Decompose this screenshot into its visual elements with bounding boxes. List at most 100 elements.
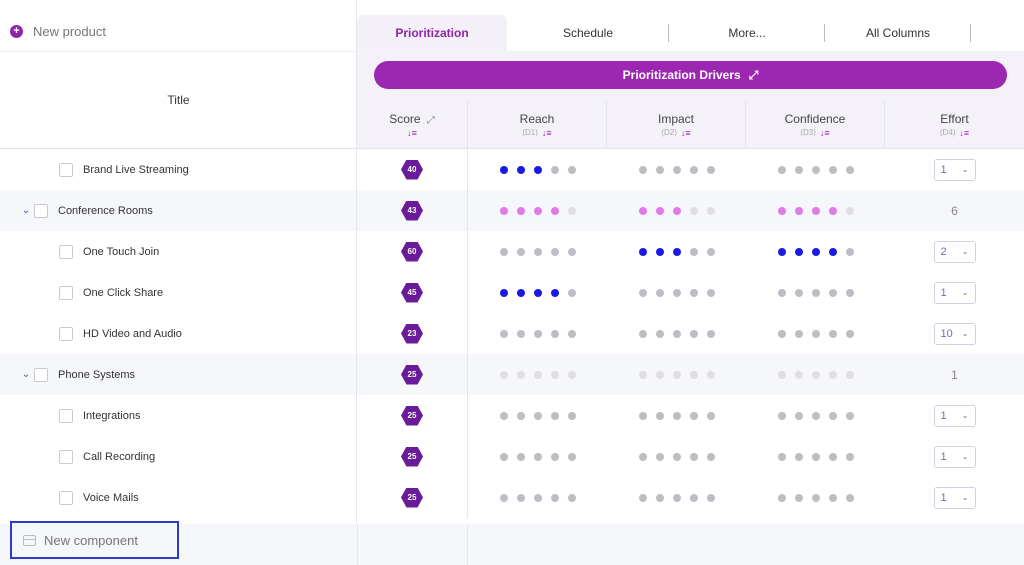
reach-rating[interactable] bbox=[468, 231, 607, 272]
row-checkbox[interactable] bbox=[59, 244, 73, 259]
rating-dot[interactable] bbox=[777, 370, 786, 379]
rating-dot[interactable] bbox=[567, 493, 576, 502]
rating-dot[interactable] bbox=[499, 370, 508, 379]
rating-dot[interactable] bbox=[811, 411, 820, 420]
impact-rating[interactable] bbox=[607, 313, 746, 354]
rating-dot[interactable] bbox=[828, 411, 837, 420]
rating-dot[interactable] bbox=[655, 165, 664, 174]
rating-dot[interactable] bbox=[655, 452, 664, 461]
rating-dot[interactable] bbox=[794, 411, 803, 420]
impact-rating[interactable] bbox=[607, 272, 746, 313]
impact-rating[interactable] bbox=[607, 190, 746, 231]
column-header-reach[interactable]: Reach (D1) ↓≡ bbox=[468, 100, 607, 149]
rating-dot[interactable] bbox=[550, 247, 559, 256]
rating-dot[interactable] bbox=[638, 165, 647, 174]
rating-dot[interactable] bbox=[689, 288, 698, 297]
table-row[interactable]: HD Video and Audio 23 10 ⌄ bbox=[0, 313, 1024, 354]
rating-dot[interactable] bbox=[777, 411, 786, 420]
rating-dot[interactable] bbox=[550, 329, 559, 338]
effort-select[interactable]: 1 ⌄ bbox=[933, 486, 976, 509]
rating-dot[interactable] bbox=[706, 206, 715, 215]
rating-dot[interactable] bbox=[655, 493, 664, 502]
row-title[interactable]: Conference Rooms bbox=[58, 204, 153, 217]
reach-rating[interactable] bbox=[468, 354, 607, 395]
effort-select[interactable]: 1 ⌄ bbox=[933, 158, 976, 181]
rating-dot[interactable] bbox=[567, 165, 576, 174]
impact-rating[interactable] bbox=[607, 231, 746, 272]
rating-dot[interactable] bbox=[516, 206, 525, 215]
column-header-score[interactable]: Score ⤢ ↓≡ bbox=[357, 100, 468, 149]
sort-icon[interactable]: ↓≡ bbox=[541, 127, 552, 138]
rating-dot[interactable] bbox=[794, 206, 803, 215]
rating-dot[interactable] bbox=[533, 288, 542, 297]
rating-dot[interactable] bbox=[550, 370, 559, 379]
confidence-rating[interactable] bbox=[746, 436, 885, 477]
rating-dot[interactable] bbox=[706, 370, 715, 379]
table-row[interactable]: Voice Mails 25 1 ⌄ bbox=[0, 477, 1024, 518]
table-row[interactable]: Brand Live Streaming 40 1 ⌄ bbox=[0, 149, 1024, 190]
rating-dot[interactable] bbox=[516, 493, 525, 502]
rating-dot[interactable] bbox=[689, 411, 698, 420]
tab-more[interactable]: More... bbox=[669, 15, 825, 51]
rating-dot[interactable] bbox=[516, 288, 525, 297]
rating-dot[interactable] bbox=[845, 165, 854, 174]
rating-dot[interactable] bbox=[655, 329, 664, 338]
rating-dot[interactable] bbox=[777, 493, 786, 502]
rating-dot[interactable] bbox=[845, 288, 854, 297]
rating-dot[interactable] bbox=[567, 411, 576, 420]
reach-rating[interactable] bbox=[468, 477, 607, 518]
rating-dot[interactable] bbox=[499, 411, 508, 420]
rating-dot[interactable] bbox=[828, 329, 837, 338]
sort-icon[interactable]: ↓≡ bbox=[407, 127, 417, 138]
rating-dot[interactable] bbox=[638, 288, 647, 297]
confidence-rating[interactable] bbox=[746, 149, 885, 190]
tab-schedule[interactable]: Schedule bbox=[507, 15, 669, 51]
rating-dot[interactable] bbox=[516, 165, 525, 174]
rating-dot[interactable] bbox=[499, 165, 508, 174]
row-title[interactable]: Voice Mails bbox=[83, 491, 139, 504]
rating-dot[interactable] bbox=[811, 493, 820, 502]
rating-dot[interactable] bbox=[689, 452, 698, 461]
sort-icon[interactable]: ↓≡ bbox=[680, 127, 691, 138]
column-header-confidence[interactable]: Confidence (D3) ↓≡ bbox=[746, 100, 885, 149]
rating-dot[interactable] bbox=[828, 452, 837, 461]
rating-dot[interactable] bbox=[828, 165, 837, 174]
rating-dot[interactable] bbox=[828, 206, 837, 215]
reach-rating[interactable] bbox=[468, 190, 607, 231]
confidence-rating[interactable] bbox=[746, 395, 885, 436]
tab-all-columns[interactable]: All Columns bbox=[825, 15, 971, 51]
rating-dot[interactable] bbox=[777, 247, 786, 256]
rating-dot[interactable] bbox=[845, 247, 854, 256]
rating-dot[interactable] bbox=[845, 493, 854, 502]
confidence-rating[interactable] bbox=[746, 272, 885, 313]
confidence-rating[interactable] bbox=[746, 313, 885, 354]
rating-dot[interactable] bbox=[638, 411, 647, 420]
rating-dot[interactable] bbox=[811, 165, 820, 174]
rating-dot[interactable] bbox=[706, 329, 715, 338]
rating-dot[interactable] bbox=[672, 411, 681, 420]
effort-select[interactable]: 1 ⌄ bbox=[933, 281, 976, 304]
rating-dot[interactable] bbox=[499, 288, 508, 297]
rating-dot[interactable] bbox=[533, 247, 542, 256]
chevron-down-icon[interactable]: ⌄ bbox=[21, 369, 31, 380]
rating-dot[interactable] bbox=[516, 370, 525, 379]
row-checkbox[interactable] bbox=[34, 367, 48, 382]
rating-dot[interactable] bbox=[811, 329, 820, 338]
row-checkbox[interactable] bbox=[59, 490, 73, 505]
rating-dot[interactable] bbox=[567, 206, 576, 215]
rating-dot[interactable] bbox=[828, 247, 837, 256]
rating-dot[interactable] bbox=[828, 493, 837, 502]
rating-dot[interactable] bbox=[533, 165, 542, 174]
rating-dot[interactable] bbox=[672, 329, 681, 338]
rating-dot[interactable] bbox=[706, 493, 715, 502]
rating-dot[interactable] bbox=[550, 493, 559, 502]
rating-dot[interactable] bbox=[672, 370, 681, 379]
rating-dot[interactable] bbox=[655, 206, 664, 215]
rating-dot[interactable] bbox=[777, 288, 786, 297]
rating-dot[interactable] bbox=[794, 370, 803, 379]
confidence-rating[interactable] bbox=[746, 354, 885, 395]
rating-dot[interactable] bbox=[533, 206, 542, 215]
rating-dot[interactable] bbox=[638, 493, 647, 502]
table-row[interactable]: One Click Share 45 1 ⌄ bbox=[0, 272, 1024, 313]
new-product-button[interactable]: + New product bbox=[10, 22, 106, 40]
